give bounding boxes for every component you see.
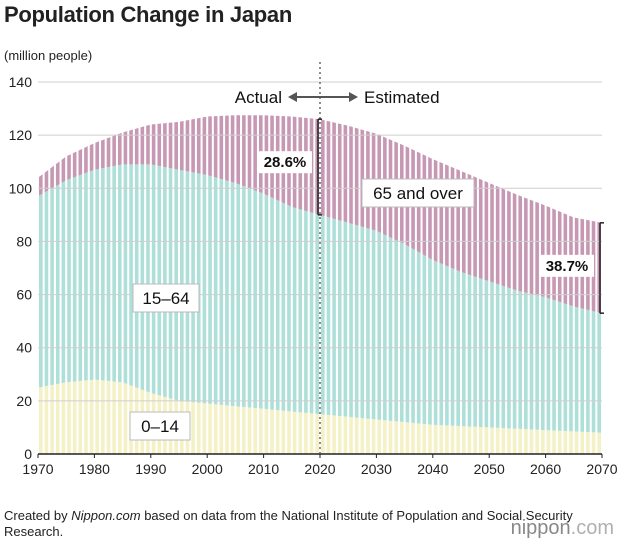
y-tick-label: 120 xyxy=(9,127,33,143)
share-label: 38.7% xyxy=(546,258,589,275)
actual-label: Actual xyxy=(235,88,282,107)
share-label-box xyxy=(258,151,312,174)
series-label-2: 65 and over xyxy=(361,178,475,208)
y-axis-unit-label: (million people) xyxy=(4,48,92,63)
y-tick-label: 140 xyxy=(9,74,33,90)
x-tick-label: 2050 xyxy=(474,461,505,477)
source-site: Nippon.com xyxy=(71,508,141,523)
logo-tld: .com xyxy=(570,517,614,539)
chart-title: Population Change in Japan xyxy=(4,2,292,27)
series-label-text: 15–64 xyxy=(142,289,189,308)
source-note: Created by Nippon.com based on data from… xyxy=(4,508,620,540)
series-label-0: 0–14 xyxy=(129,411,191,441)
x-tick-label: 2040 xyxy=(417,461,448,477)
share-bracket: 28.6% xyxy=(258,118,322,216)
y-tick-label: 0 xyxy=(24,446,32,462)
x-tick-label: 2070 xyxy=(586,461,617,477)
series-label-box xyxy=(361,178,475,208)
estimated-label: Estimated xyxy=(364,88,440,107)
x-tick-label: 2030 xyxy=(361,461,392,477)
share-bracket: 38.7% xyxy=(540,222,604,314)
share-label-box xyxy=(540,254,594,277)
source-suffix: based on data from the National Institut… xyxy=(4,508,573,539)
series-label-box xyxy=(129,411,191,441)
source-prefix: Created by xyxy=(4,508,72,523)
share-label: 28.6% xyxy=(264,154,307,171)
x-tick-label: 2010 xyxy=(248,461,279,477)
x-tick-label: 2060 xyxy=(530,461,561,477)
y-tick-label: 100 xyxy=(9,180,33,196)
y-tick-label: 60 xyxy=(16,287,32,303)
series-label-text: 65 and over xyxy=(373,184,463,203)
x-tick-label: 1980 xyxy=(79,461,110,477)
y-tick-label: 80 xyxy=(16,233,32,249)
logo-brand: nippon xyxy=(510,517,571,539)
series-label-text: 0–14 xyxy=(141,417,179,436)
x-tick-label: 2020 xyxy=(304,461,335,477)
series-label-box xyxy=(132,283,200,313)
y-tick-label: 20 xyxy=(16,393,32,409)
nippon-logo: nippon.com xyxy=(511,517,614,540)
series-label-1: 15–64 xyxy=(132,283,200,313)
y-tick-label: 40 xyxy=(16,340,32,356)
actual-estimated-arrow-icon xyxy=(288,92,358,102)
x-tick-label: 1970 xyxy=(22,461,53,477)
x-tick-label: 1990 xyxy=(135,461,166,477)
x-tick-label: 2000 xyxy=(192,461,223,477)
